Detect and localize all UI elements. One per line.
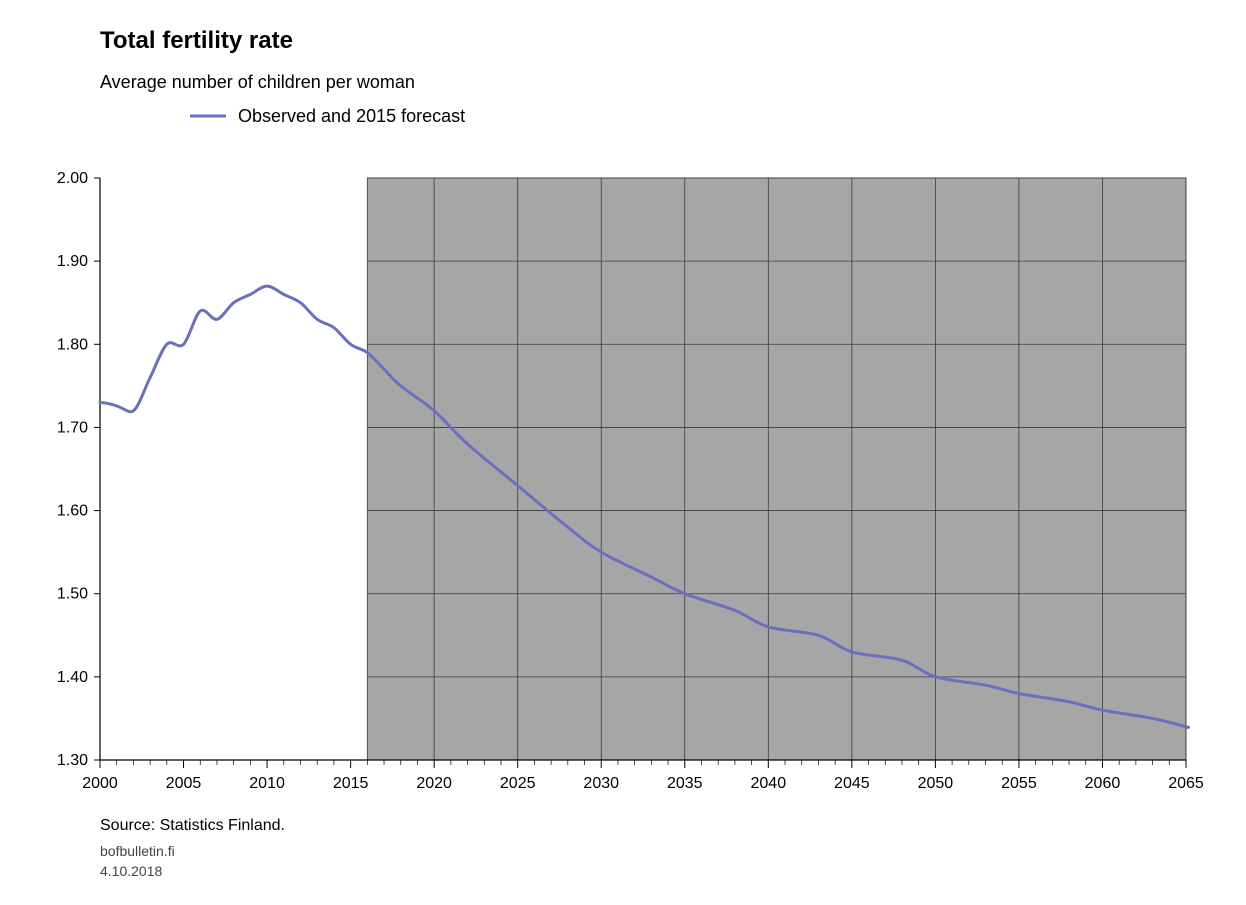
y-tick-label: 1.70 [57, 419, 88, 436]
x-tick-label: 2065 [1168, 775, 1204, 792]
x-tick-label: 2060 [1085, 775, 1121, 792]
footer-site: bofbulletin.fi [100, 843, 175, 859]
y-tick-label: 1.30 [57, 752, 88, 769]
x-tick-label: 2015 [333, 775, 369, 792]
y-tick-label: 1.40 [57, 669, 88, 686]
x-tick-label: 2020 [416, 775, 452, 792]
x-tick-label: 2055 [1001, 775, 1037, 792]
footer-date: 4.10.2018 [100, 863, 162, 879]
chart-svg: Total fertility rate Average number of ch… [0, 0, 1246, 905]
chart-container: Total fertility rate Average number of ch… [0, 0, 1246, 905]
forecast-band [367, 178, 1186, 760]
x-tick-label: 2035 [667, 775, 703, 792]
x-tick-label: 2040 [751, 775, 787, 792]
x-tick-label: 2025 [500, 775, 536, 792]
legend-label: Observed and 2015 forecast [238, 106, 465, 126]
x-tick-label: 2005 [166, 775, 202, 792]
x-tick-label: 2010 [249, 775, 285, 792]
x-tick-label: 2000 [82, 775, 118, 792]
y-axis-title: Average number of children per woman [100, 72, 415, 92]
legend: Observed and 2015 forecast [190, 106, 465, 126]
y-tick-label: 1.80 [57, 336, 88, 353]
y-tick-label: 2.00 [57, 170, 88, 187]
y-tick-label: 1.90 [57, 253, 88, 270]
chart-title: Total fertility rate [100, 27, 293, 54]
x-tick-label: 2050 [918, 775, 954, 792]
x-tick-label: 2045 [834, 775, 870, 792]
footer-source: Source: Statistics Finland. [100, 817, 285, 834]
y-tick-label: 1.50 [57, 586, 88, 603]
y-tick-label: 1.60 [57, 503, 88, 520]
x-tick-label: 2030 [583, 775, 619, 792]
